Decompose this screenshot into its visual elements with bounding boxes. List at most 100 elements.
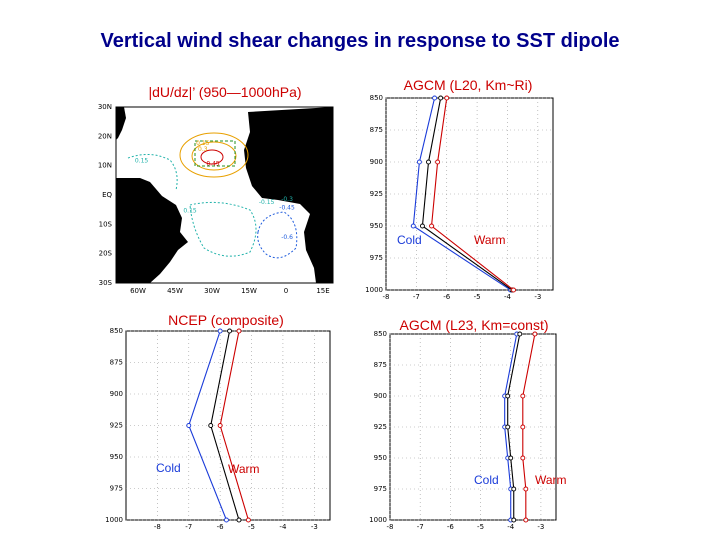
series-label-warm: Warm [474,233,506,247]
x-tick-label: -3 [311,523,318,531]
series-marker [517,331,523,337]
series-line [522,333,536,520]
y-tick-label: 900 [374,392,387,400]
y-tick-label: 975 [370,254,383,262]
series-marker [432,95,438,101]
x-tick-label: -6 [443,293,451,301]
contour-0.3 [191,141,237,171]
series-marker [426,159,431,165]
series-label-cold: Cold [156,461,181,475]
contour-neg-center [189,201,257,257]
series-line [504,333,518,520]
series-marker [429,223,434,229]
series-marker [416,159,422,165]
contour-label: -0.15 [259,199,275,206]
contour-label: 0.3 [198,146,208,153]
y-tick-label: 975 [374,485,387,493]
contour-neg-west [127,154,178,191]
series-marker [444,95,450,101]
series-marker [223,517,229,523]
land-africa [244,107,333,283]
series-marker [186,423,192,428]
map-ytick: 10S [99,220,113,228]
profile-panel [385,95,554,293]
map-xtick: 45W [167,287,183,295]
y-tick-label: 950 [374,454,387,462]
y-tick-label: 975 [110,485,123,493]
y-tick-label: 900 [110,390,123,398]
series-label-warm: Warm [228,462,260,476]
y-tick-label: 1000 [105,516,123,524]
map-ytick: 20S [99,250,113,258]
x-tick-label: -5 [477,523,484,531]
map-xtick: 60W [130,287,146,295]
y-tick-label: 1000 [369,516,387,524]
series-marker [217,423,223,428]
x-tick-label: -3 [534,293,541,301]
map-xtick: 30W [204,287,220,295]
panel-title: AGCM (L20, Km~Ri) [404,77,533,93]
series-marker [520,424,526,430]
series-marker [505,424,511,430]
contour-label: -0.6 [281,234,293,241]
x-tick-label: -7 [413,293,420,301]
profile-panel [125,328,331,523]
contour-label: 0.15 [135,158,149,165]
x-tick-label: -8 [387,523,394,531]
series-marker [227,328,233,334]
y-tick-label: 850 [370,94,383,102]
x-tick-label: -6 [447,523,455,531]
map-ytick: 30S [99,279,113,287]
series-marker [523,486,529,492]
map-ytick: 30N [98,103,112,111]
series-marker [505,393,511,399]
map-xtick: 0 [284,287,288,295]
series-marker [208,423,214,428]
y-tick-label: 875 [374,361,387,369]
x-tick-label: -4 [507,523,515,531]
series-marker [419,223,425,229]
land-south-america [116,178,188,283]
x-tick-label: -7 [417,523,424,531]
contour-0.45 [200,149,224,165]
map-xtick: 15E [316,287,329,295]
map-ytick: EQ [102,191,112,199]
y-tick-label: 925 [110,422,123,430]
series-line [412,97,511,291]
y-tick-label: 850 [374,330,387,338]
plot-frame [125,330,331,521]
x-tick-label: -6 [217,523,225,531]
series-marker [236,517,242,523]
slide-title: Vertical wind shear changes in response … [100,30,620,52]
series-marker [523,517,529,523]
box-region [194,140,236,167]
contour-0.15 [179,132,249,178]
contour-label: -0.45 [279,205,295,212]
series-marker [508,455,514,461]
panel-title: NCEP (composite) [168,312,284,328]
x-tick-label: -4 [279,523,287,531]
y-tick-label: 950 [110,453,123,461]
series-marker [520,393,526,399]
y-tick-label: 875 [370,126,383,134]
x-tick-label: -8 [154,523,161,531]
series-marker [511,517,517,523]
map-panel [115,106,334,284]
contour-label: 0.15 [183,208,197,215]
series-marker [410,223,416,229]
map-ytick: 10N [98,162,112,170]
y-tick-label: 875 [110,359,123,367]
contour-label: 0.15 [196,140,210,147]
y-tick-label: 1000 [365,286,383,294]
x-tick-label: -3 [537,523,544,531]
contour-neg-east [257,211,298,259]
y-tick-label: 900 [370,158,383,166]
series-marker [236,328,242,334]
contour-label: -0.3 [281,196,293,203]
series-marker [217,328,223,334]
series-label-warm: Warm [535,473,567,487]
x-tick-label: -5 [248,523,255,531]
y-tick-label: 925 [374,423,387,431]
x-tick-label: -8 [383,293,390,301]
